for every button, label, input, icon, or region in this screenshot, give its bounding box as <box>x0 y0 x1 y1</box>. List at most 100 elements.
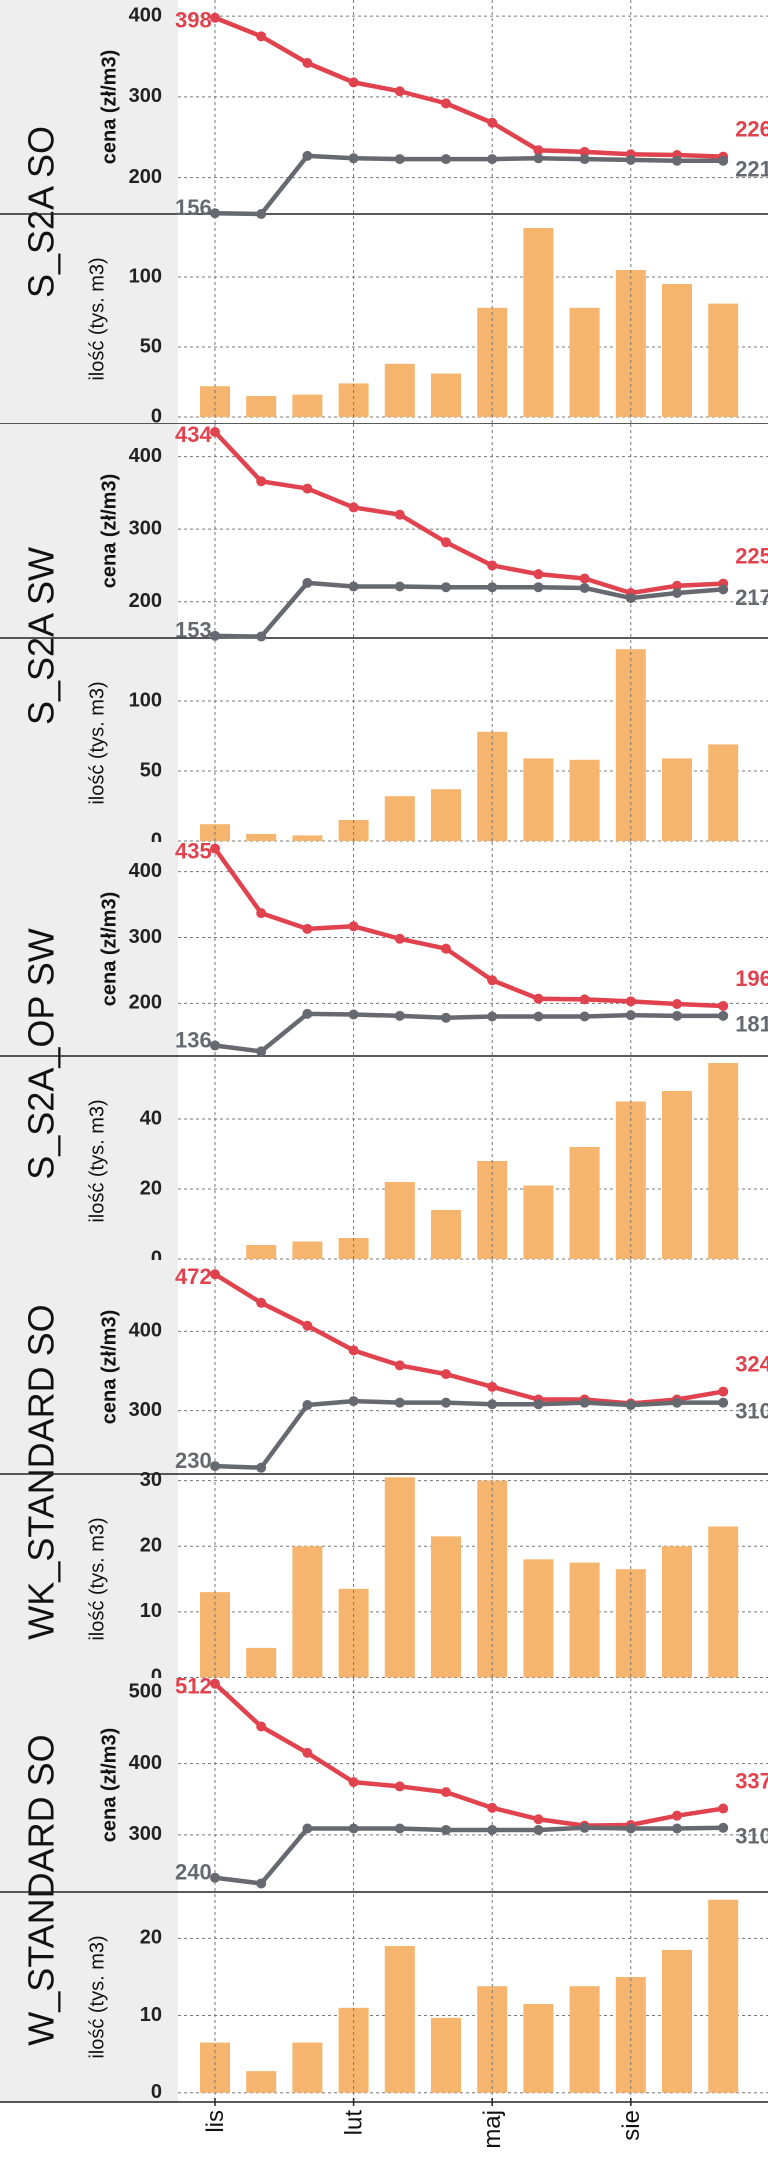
group-label-bg <box>0 0 178 424</box>
price-point-red <box>579 146 590 157</box>
price-point-gray <box>302 1823 313 1834</box>
quantity-bar <box>662 758 692 841</box>
price-point-gray <box>718 155 729 166</box>
price-point-gray <box>672 588 682 599</box>
price-point-gray <box>487 1399 498 1410</box>
quantity-bar <box>431 2017 461 2093</box>
quantity-bar <box>431 1210 461 1259</box>
quantity-axis-title: ilość (tys. m3) <box>86 1517 108 1640</box>
quantity-bar <box>708 1899 739 2093</box>
price-point-red <box>718 1386 729 1397</box>
price-point-red <box>394 1360 405 1371</box>
quantity-bar <box>338 820 369 841</box>
quantity-bar <box>384 796 415 841</box>
quantity-bar <box>569 1562 600 1678</box>
price-point-red <box>302 57 313 68</box>
price-point-red <box>441 943 451 954</box>
quantity-bar <box>384 363 415 417</box>
quantity-bar <box>384 1477 415 1678</box>
group-label-bg <box>0 842 178 1266</box>
quantity-bar <box>431 789 461 841</box>
price-point-gray <box>441 1397 451 1408</box>
gray-end-label: 181 <box>735 1012 768 1037</box>
price-point-gray <box>210 630 220 641</box>
quantity-bar <box>384 1182 415 1259</box>
price-point-gray <box>672 1823 682 1834</box>
price-point-gray <box>441 1824 451 1835</box>
price-point-gray <box>441 1012 451 1023</box>
price-point-gray <box>302 1400 313 1411</box>
quantity-bar <box>523 1559 554 1678</box>
quantity-bar <box>292 2042 323 2093</box>
quantity-tick-label: 20 <box>140 1534 162 1556</box>
price-point-red <box>348 502 359 513</box>
red-end-label: 196 <box>735 966 768 991</box>
gray-end-label: 221 <box>735 157 768 182</box>
group-label-bg <box>0 424 178 848</box>
price-point-gray <box>533 1399 544 1410</box>
price-point-gray <box>487 1011 498 1022</box>
price-line-gray <box>214 1011 724 1054</box>
price-point-red <box>718 1000 729 1011</box>
price-point-red <box>348 921 359 932</box>
group-label: S_S2A SO <box>21 126 62 298</box>
price-point-red <box>210 426 220 437</box>
red-start-label: 398 <box>175 8 212 33</box>
price-point-gray <box>718 584 729 595</box>
quantity-bar <box>708 303 739 417</box>
price-point-red <box>210 1269 220 1280</box>
price-point-red <box>533 569 544 580</box>
quantity-bar <box>523 758 554 841</box>
quantity-tick-label: 20 <box>140 1177 162 1199</box>
price-tick-label: 500 <box>129 1681 162 1703</box>
price-point-gray <box>533 1011 544 1022</box>
quantity-tick-label: 100 <box>129 265 162 287</box>
price-point-red <box>302 923 313 934</box>
price-point-gray <box>718 1822 729 1833</box>
price-tick-label: 300 <box>129 1399 162 1421</box>
price-point-red <box>394 86 405 97</box>
price-point-gray <box>302 1008 313 1019</box>
price-point-gray <box>394 1010 405 1021</box>
price-line-red <box>213 430 724 596</box>
quantity-bar <box>246 396 277 417</box>
price-point-red <box>394 509 405 520</box>
price-point-gray <box>672 1397 682 1408</box>
x-tick-label: sie <box>618 2110 645 2141</box>
red-end-label: 337 <box>735 1768 768 1793</box>
price-point-red <box>487 560 498 571</box>
price-point-red <box>302 1747 313 1758</box>
price-point-gray <box>672 155 682 166</box>
price-point-gray <box>718 1010 729 1021</box>
price-point-red <box>672 1810 682 1821</box>
gray-end-label: 217 <box>735 585 768 610</box>
quantity-bar <box>246 1245 277 1259</box>
quantity-bar <box>292 394 323 417</box>
quantity-tick-label: 20 <box>140 1927 162 1949</box>
price-point-gray <box>256 1462 267 1473</box>
quantity-bar <box>523 1185 554 1259</box>
price-point-gray <box>210 1461 220 1472</box>
price-point-red <box>487 975 498 986</box>
gray-end-label: 310 <box>735 1398 768 1423</box>
red-start-label: 435 <box>175 838 212 863</box>
price-point-gray <box>302 577 313 588</box>
x-tick-label: lut <box>341 2110 368 2136</box>
price-point-red <box>394 1781 405 1792</box>
x-tick-label: maj <box>479 2110 506 2149</box>
price-point-gray <box>441 154 451 165</box>
group-label: W_STANDARD SO <box>21 1734 62 2045</box>
red-start-label: 434 <box>175 422 212 447</box>
gray-start-label: 240 <box>175 1860 212 1885</box>
price-tick-label: 400 <box>129 1752 162 1774</box>
price-tick-label: 200 <box>129 590 162 612</box>
price-axis-title: cena (zł/m3) <box>98 474 120 588</box>
price-point-gray <box>210 1872 220 1883</box>
price-point-gray <box>579 1822 590 1833</box>
price-point-gray <box>348 1823 359 1834</box>
price-point-gray <box>348 1009 359 1020</box>
red-end-label: 225 <box>735 543 768 568</box>
quantity-bar <box>292 1241 323 1259</box>
price-tick-label: 400 <box>129 4 162 26</box>
